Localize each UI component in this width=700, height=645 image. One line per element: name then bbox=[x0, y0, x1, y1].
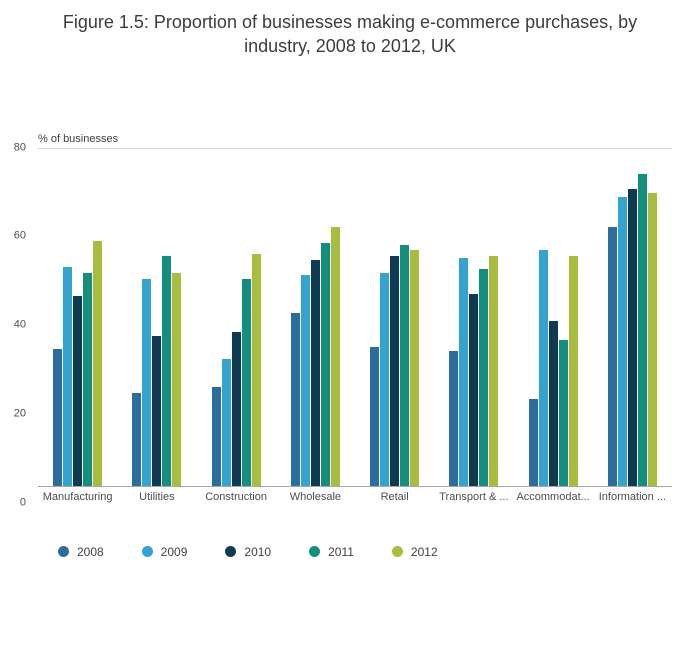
y-tick-label: 20 bbox=[13, 407, 26, 420]
bar-2010[interactable] bbox=[231, 331, 241, 486]
x-axis-label: Accommodat... bbox=[516, 490, 590, 503]
legend-marker-icon bbox=[58, 546, 69, 558]
bar-2012[interactable] bbox=[251, 253, 261, 486]
legend-marker-icon bbox=[141, 546, 153, 558]
legend-item-2010[interactable]: 2010 bbox=[225, 545, 271, 559]
bar-2010[interactable] bbox=[152, 336, 162, 486]
bar-2012[interactable] bbox=[647, 192, 657, 486]
legend-label: 2012 bbox=[410, 544, 438, 559]
bar-2011[interactable] bbox=[479, 268, 489, 486]
x-axis-label: Manufacturing bbox=[42, 490, 113, 503]
bar-2008[interactable] bbox=[370, 346, 380, 486]
bar-2010[interactable] bbox=[627, 188, 637, 486]
y-tick-label: 80 bbox=[13, 141, 26, 154]
bar-2012[interactable] bbox=[568, 256, 578, 486]
x-axis: Manufacturing Utilities Construction Wholes… bbox=[38, 491, 672, 503]
legend-label: 2010 bbox=[244, 544, 272, 559]
legend-item-2009[interactable]: 2009 bbox=[141, 544, 188, 559]
x-axis-label: Information ... bbox=[598, 490, 666, 503]
x-axis-label: Utilities bbox=[139, 490, 175, 503]
y-tick-label: 40 bbox=[13, 318, 26, 331]
bar-2009[interactable] bbox=[142, 279, 152, 486]
bar-2008[interactable] bbox=[607, 226, 617, 486]
bar-2010[interactable] bbox=[548, 321, 558, 486]
bar-2008[interactable] bbox=[449, 350, 459, 486]
bar-2009[interactable] bbox=[63, 266, 73, 486]
bar-2012[interactable] bbox=[172, 272, 182, 486]
bar-2011[interactable] bbox=[241, 279, 251, 486]
bar-group bbox=[276, 149, 355, 486]
legend-marker-icon bbox=[225, 546, 237, 558]
bar-group bbox=[197, 149, 276, 486]
legend-item-2012[interactable]: 2012 bbox=[391, 544, 438, 559]
bar-2011[interactable] bbox=[558, 340, 568, 486]
bar-2010[interactable] bbox=[390, 256, 400, 486]
legend-label: 2009 bbox=[160, 544, 188, 559]
bar-2009[interactable] bbox=[459, 258, 469, 486]
plot-wrap: 0 20 40 60 80 Manufacturing Utilities Construc… bbox=[14, 142, 672, 508]
bar-2009[interactable] bbox=[221, 359, 231, 486]
x-axis-label: Transport & ... bbox=[439, 490, 509, 503]
bar-group bbox=[514, 149, 593, 486]
bar-2008[interactable] bbox=[290, 312, 300, 486]
bar-2009[interactable] bbox=[617, 197, 627, 486]
bar-2010[interactable] bbox=[469, 293, 479, 486]
y-axis: 0 20 40 60 80 bbox=[4, 142, 30, 508]
bar-2010[interactable] bbox=[73, 296, 83, 486]
legend-marker-icon bbox=[391, 546, 403, 558]
x-axis-label: Construction bbox=[205, 490, 267, 503]
legend-marker-icon bbox=[309, 546, 321, 558]
bar-2012[interactable] bbox=[93, 241, 103, 486]
bar-2008[interactable] bbox=[53, 348, 63, 486]
bar-2011[interactable] bbox=[400, 245, 410, 486]
bar-2009[interactable] bbox=[300, 274, 310, 486]
bar-group bbox=[593, 149, 672, 486]
y-axis-title: % of businesses bbox=[38, 132, 119, 145]
legend-label: 2011 bbox=[328, 544, 354, 559]
bar-2009[interactable] bbox=[538, 249, 548, 486]
bar-group bbox=[434, 149, 513, 486]
bar-2010[interactable] bbox=[310, 260, 320, 486]
bar-2009[interactable] bbox=[380, 272, 390, 486]
chart-page: Figure 1.5: Proportion of businesses mak… bbox=[0, 10, 700, 645]
bar-2012[interactable] bbox=[489, 256, 499, 486]
x-axis-label: Wholesale bbox=[289, 490, 342, 503]
legend-item-2011[interactable]: 2011 bbox=[309, 545, 354, 559]
legend-item-2008[interactable]: 2008 bbox=[58, 545, 104, 559]
bar-group bbox=[355, 149, 434, 486]
y-tick-label: 60 bbox=[13, 229, 26, 242]
bar-2011[interactable] bbox=[320, 243, 330, 486]
bar-group bbox=[117, 149, 196, 486]
bar-2011[interactable] bbox=[162, 256, 172, 486]
y-tick-label: 0 bbox=[19, 496, 26, 509]
legend: 2008 2009 2010 2011 2012 bbox=[58, 545, 700, 559]
bar-2012[interactable] bbox=[410, 249, 420, 486]
chart-title: Figure 1.5: Proportion of businesses mak… bbox=[62, 12, 638, 57]
bar-2011[interactable] bbox=[637, 173, 647, 486]
bar-2008[interactable] bbox=[528, 399, 538, 486]
x-axis-label: Retail bbox=[380, 490, 409, 503]
bar-2008[interactable] bbox=[211, 386, 221, 486]
legend-label: 2008 bbox=[77, 544, 104, 559]
bar-2011[interactable] bbox=[83, 272, 93, 486]
bar-2008[interactable] bbox=[132, 392, 142, 486]
bar-2012[interactable] bbox=[330, 226, 340, 486]
chart-area: % of businesses 0 20 40 60 80 Manufacturing U… bbox=[0, 132, 700, 508]
bar-group bbox=[38, 149, 117, 486]
plot-area bbox=[38, 147, 672, 487]
